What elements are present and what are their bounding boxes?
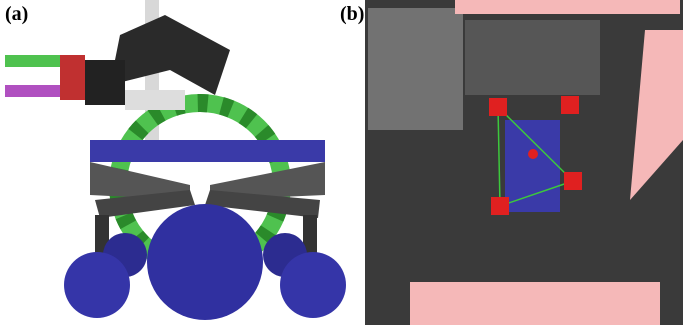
- blue-object: [505, 120, 560, 212]
- top-plate: [90, 140, 325, 162]
- left-wheel: [64, 252, 130, 318]
- wrist: [85, 60, 125, 105]
- marker: [489, 98, 507, 116]
- finger-red: [60, 55, 85, 100]
- panel-a: (a): [0, 0, 350, 325]
- marker: [564, 172, 582, 190]
- bottom-pink: [410, 282, 660, 325]
- marker: [561, 96, 579, 114]
- top-pink: [455, 0, 680, 14]
- back-wall: [465, 20, 600, 95]
- center-dot: [528, 149, 538, 159]
- panel-label: (a): [5, 3, 28, 25]
- panel-b: (b): [340, 0, 683, 325]
- left-wall: [368, 8, 463, 130]
- panel-label: (b): [340, 3, 364, 25]
- right-wheel: [280, 252, 346, 318]
- wrist-block: [125, 90, 185, 110]
- center-sphere: [147, 204, 263, 320]
- figure: (a) (b): [0, 0, 683, 325]
- marker: [491, 197, 509, 215]
